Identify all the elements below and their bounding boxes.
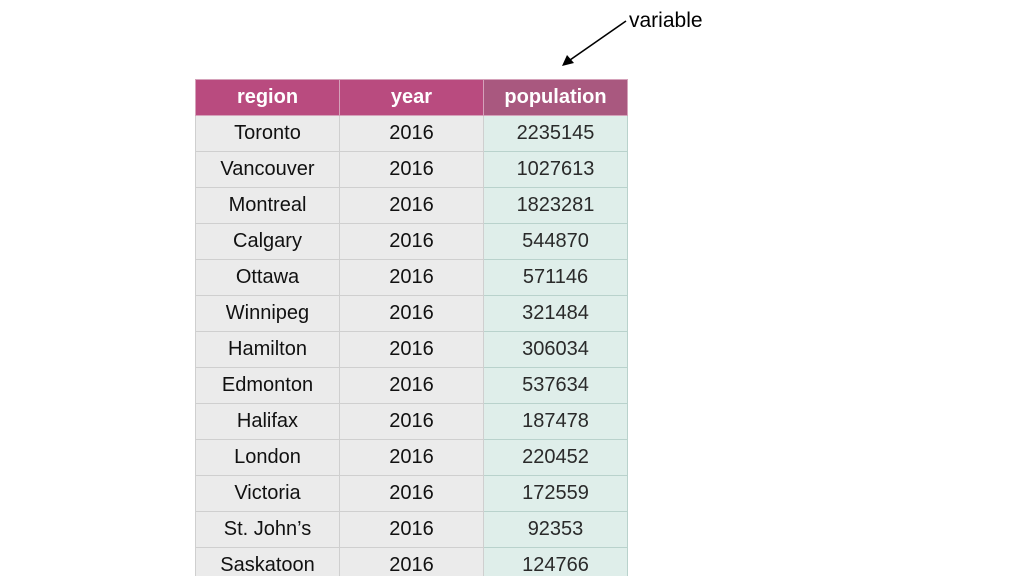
table-row: Victoria 2016 172559 — [195, 475, 628, 512]
table-row: Toronto 2016 2235145 — [195, 115, 628, 152]
cell-population: 124766 — [483, 547, 628, 576]
table-row: St. John’s 2016 92353 — [195, 511, 628, 548]
cell-region: Montreal — [195, 187, 340, 224]
cell-region: Saskatoon — [195, 547, 340, 576]
cell-population: 172559 — [483, 475, 628, 512]
table-row: London 2016 220452 — [195, 439, 628, 476]
cell-year: 2016 — [339, 151, 484, 188]
cell-year: 2016 — [339, 403, 484, 440]
cell-region: Halifax — [195, 403, 340, 440]
cell-region: Ottawa — [195, 259, 340, 296]
cell-population: 187478 — [483, 403, 628, 440]
table-row: Saskatoon 2016 124766 — [195, 547, 628, 576]
cell-year: 2016 — [339, 511, 484, 548]
table-row: Winnipeg 2016 321484 — [195, 295, 628, 332]
table-row: Montreal 2016 1823281 — [195, 187, 628, 224]
cell-year: 2016 — [339, 547, 484, 576]
cell-population: 571146 — [483, 259, 628, 296]
cell-region: Winnipeg — [195, 295, 340, 332]
cell-region: Vancouver — [195, 151, 340, 188]
cell-region: Hamilton — [195, 331, 340, 368]
cell-region: Toronto — [195, 115, 340, 152]
table-row: Vancouver 2016 1027613 — [195, 151, 628, 188]
table-body: Toronto 2016 2235145 Vancouver 2016 1027… — [195, 115, 628, 576]
column-header-year: year — [339, 79, 484, 116]
cell-population: 92353 — [483, 511, 628, 548]
cell-population: 220452 — [483, 439, 628, 476]
cell-population: 544870 — [483, 223, 628, 260]
cell-year: 2016 — [339, 331, 484, 368]
cell-population: 537634 — [483, 367, 628, 404]
cell-population: 2235145 — [483, 115, 628, 152]
cell-region: Victoria — [195, 475, 340, 512]
cell-year: 2016 — [339, 223, 484, 260]
table-header: region year population — [195, 79, 628, 116]
cell-region: Calgary — [195, 223, 340, 260]
cell-year: 2016 — [339, 187, 484, 224]
cell-population: 1027613 — [483, 151, 628, 188]
cell-year: 2016 — [339, 115, 484, 152]
cell-year: 2016 — [339, 475, 484, 512]
cell-year: 2016 — [339, 259, 484, 296]
cell-year: 2016 — [339, 295, 484, 332]
table-row: Hamilton 2016 306034 — [195, 331, 628, 368]
cell-population: 321484 — [483, 295, 628, 332]
table-row: Calgary 2016 544870 — [195, 223, 628, 260]
column-header-population: population — [483, 79, 628, 116]
table-row: Ottawa 2016 571146 — [195, 259, 628, 296]
variable-annotation-label: variable — [629, 9, 703, 32]
cell-region: St. John’s — [195, 511, 340, 548]
column-header-region: region — [195, 79, 340, 116]
table-row: Edmonton 2016 537634 — [195, 367, 628, 404]
table-row: Halifax 2016 187478 — [195, 403, 628, 440]
data-table: region year population Toronto 2016 2235… — [195, 79, 628, 576]
cell-year: 2016 — [339, 367, 484, 404]
annotation-arrow-icon — [562, 20, 627, 66]
header-row: region year population — [195, 79, 628, 116]
cell-population: 1823281 — [483, 187, 628, 224]
cell-region: London — [195, 439, 340, 476]
cell-region: Edmonton — [195, 367, 340, 404]
cell-population: 306034 — [483, 331, 628, 368]
cell-year: 2016 — [339, 439, 484, 476]
